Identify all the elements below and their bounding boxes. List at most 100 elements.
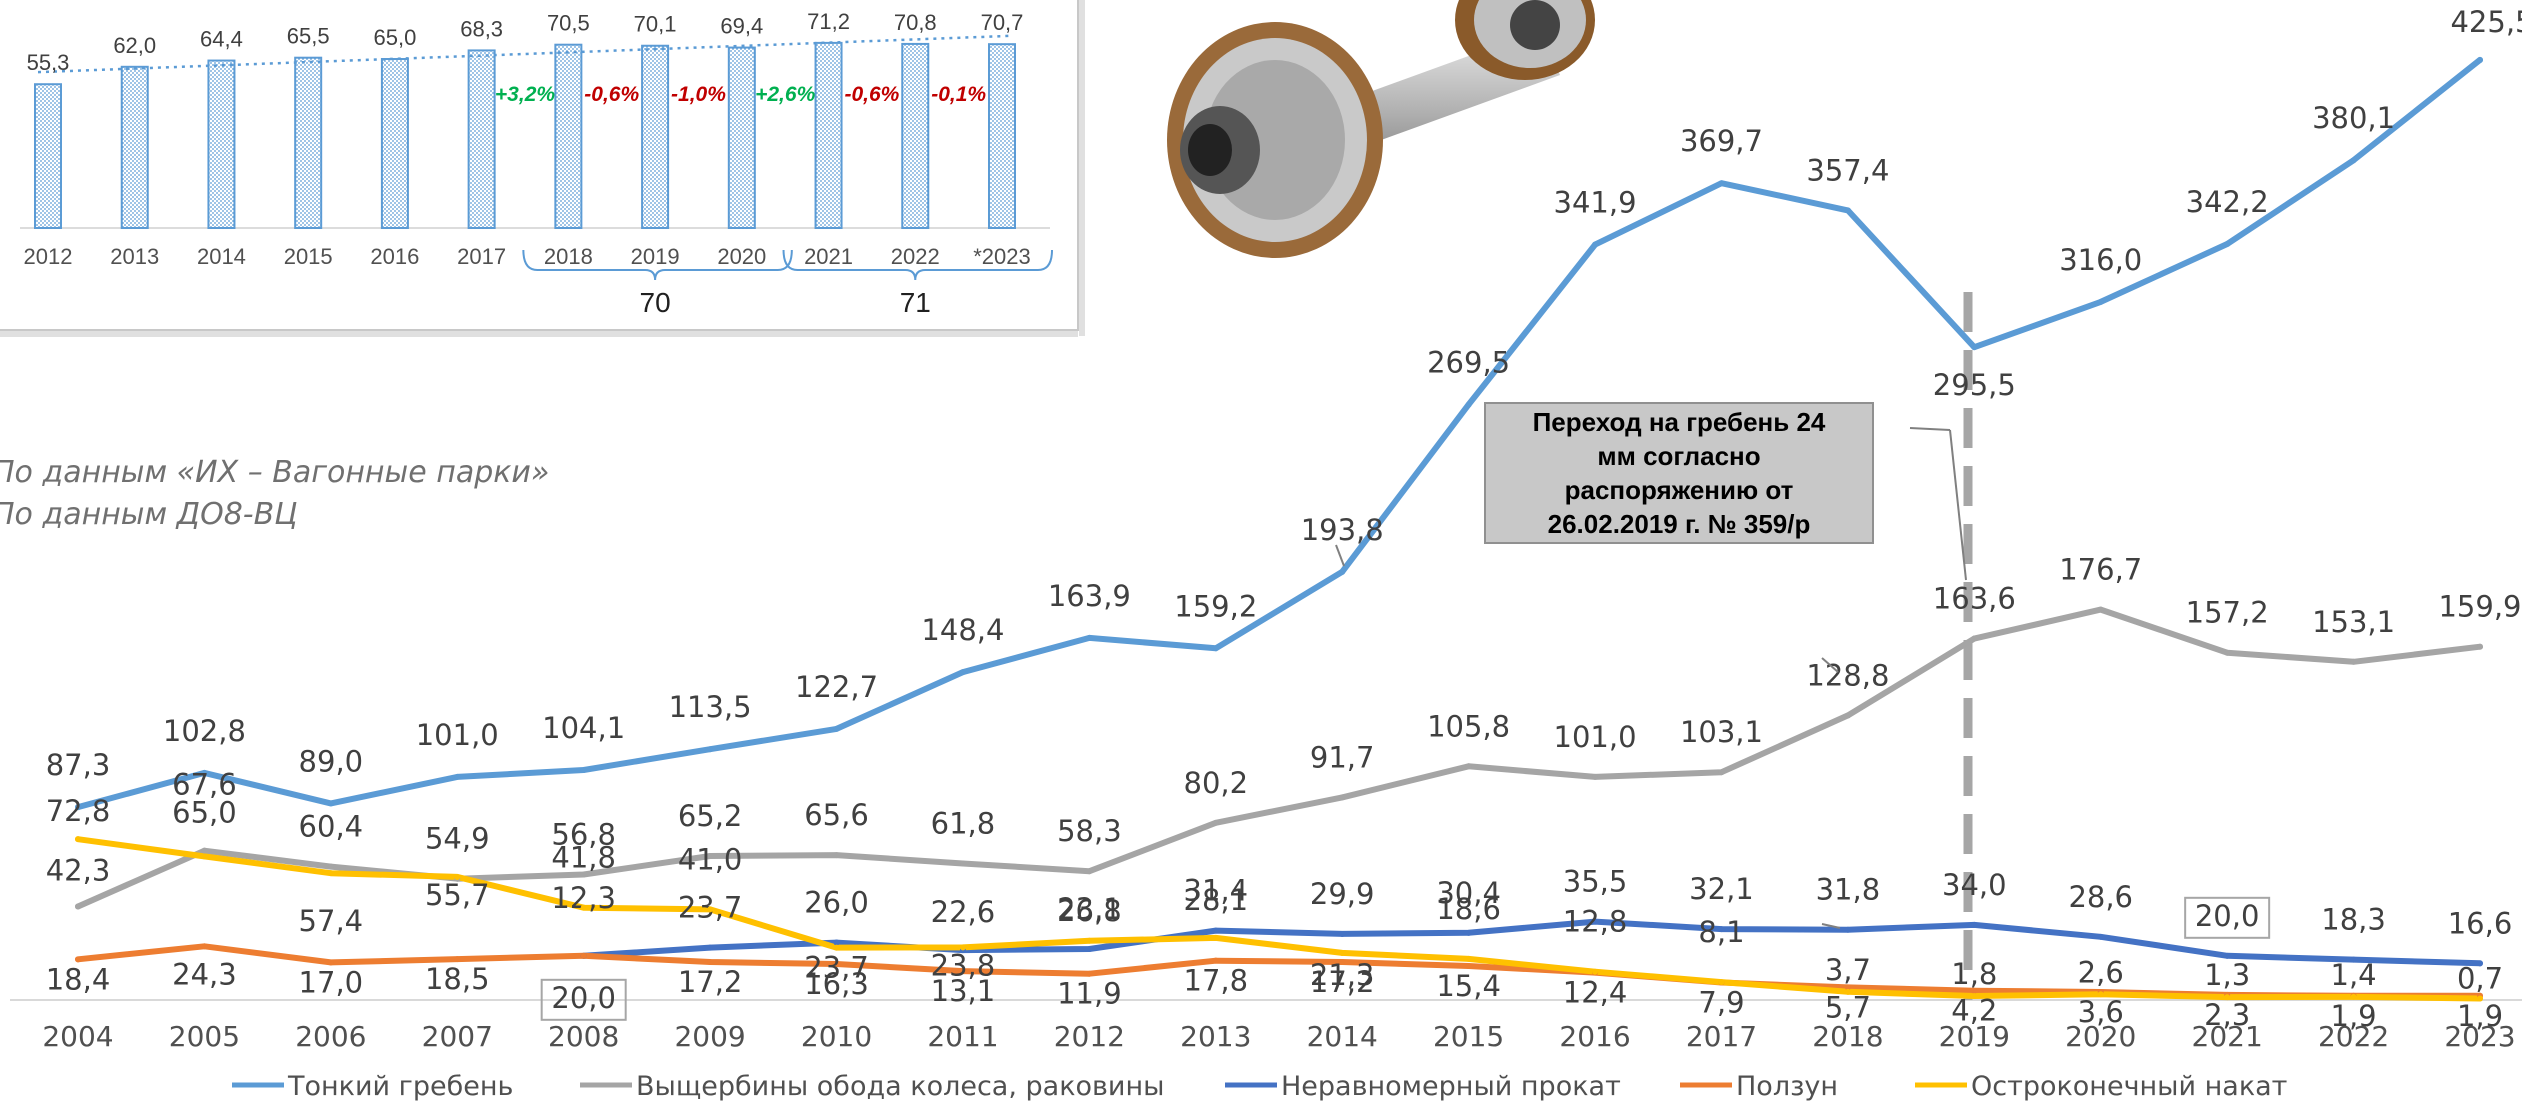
data-point-2-10	[1339, 930, 1346, 937]
data-point-4-15	[1971, 993, 1978, 1000]
x-tick-label: 2004	[42, 1020, 113, 1053]
data-label-2-9: 31,4	[1184, 874, 1249, 908]
data-point-0-9	[1212, 645, 1219, 652]
data-point-1-8	[1086, 868, 1093, 875]
source-note-1: По данным «ИХ – Вагонные парки»	[0, 455, 549, 490]
data-point-3-4	[580, 952, 587, 959]
data-label-4-1: 65,0	[172, 795, 237, 829]
data-point-0-12	[1592, 241, 1599, 248]
inset-bar	[294, 56, 323, 230]
data-label-3-2: 17,0	[299, 965, 364, 999]
data-label-4-17: 1,3	[2204, 958, 2250, 992]
data-label-3-18: 1,9	[2331, 999, 2377, 1033]
data-label-0-13: 369,7	[1680, 124, 1763, 158]
data-point-1-14	[1844, 712, 1851, 719]
data-label-2-17: 20,0	[2195, 899, 2260, 933]
data-point-4-7	[959, 944, 966, 951]
main-chart: 87,3 102,8 89,0 101,0 104,1 113,5 122,7 148,4 16…	[10, 5, 2522, 1053]
data-label-4-13: 8,1	[1698, 915, 1744, 949]
data-label-0-17: 342,2	[2186, 185, 2269, 219]
data-label-1-19: 159,9	[2438, 590, 2521, 624]
transition-annotation: Переход на гребень 24 мм согласно распор…	[1484, 402, 1874, 544]
inset-x-tick-label: 2020	[717, 244, 766, 269]
inset-bar-label: 62,0	[113, 33, 156, 58]
data-label-0-1: 102,8	[163, 714, 246, 748]
data-label-1-2: 60,4	[299, 810, 364, 844]
data-label-1-13: 103,1	[1680, 715, 1763, 749]
data-label-4-2: 57,4	[299, 904, 364, 938]
data-point-0-3	[454, 773, 461, 780]
data-point-0-10	[1339, 568, 1346, 575]
x-tick-label: 2019	[1939, 1020, 2010, 1053]
data-label-4-16: 2,6	[2078, 955, 2124, 989]
data-label-3-7: 13,1	[931, 974, 996, 1008]
inset-bar	[814, 41, 843, 229]
annotation-line-1: Переход на гребень 24	[1533, 407, 1826, 437]
data-point-1-4	[580, 871, 587, 878]
data-label-2-10: 29,9	[1310, 877, 1375, 911]
data-label-4-14: 3,7	[1825, 953, 1871, 987]
data-label-3-17: 2,3	[2204, 998, 2250, 1032]
data-label-1-4: 56,8	[551, 818, 616, 852]
data-point-1-18	[2350, 658, 2357, 665]
data-label-4-6: 23,7	[804, 951, 869, 985]
data-label-1-6: 65,6	[804, 798, 869, 832]
data-point-1-2	[327, 863, 334, 870]
data-label-4-15: 1,8	[1951, 957, 1997, 991]
data-label-0-2: 89,0	[299, 744, 364, 778]
data-point-3-11	[1465, 962, 1472, 969]
data-point-1-16	[2097, 606, 2104, 613]
series-line-4	[75, 836, 2483, 1002]
data-point-4-8	[1086, 937, 1093, 944]
data-label-0-10: 193,8	[1301, 513, 1384, 547]
data-point-0-15	[1971, 344, 1978, 351]
data-point-3-7	[959, 968, 966, 975]
inset-x-tick-label: 2019	[631, 244, 680, 269]
data-label-4-0: 72,8	[46, 794, 111, 828]
inset-x-tick-label: 2021	[804, 244, 853, 269]
x-tick-label: 2022	[2318, 1020, 2389, 1053]
data-point-0-0	[75, 804, 81, 811]
data-point-4-18	[2350, 993, 2357, 1000]
inset-chart-panel: 55,3 62,0 64,4 65,5 65,0 68,3 70,5 70,1 69,4 71,2…	[0, 0, 1085, 337]
data-point-2-12	[1592, 918, 1599, 925]
data-label-3-8: 11,9	[1057, 977, 1122, 1011]
data-point-2-5	[707, 944, 714, 951]
data-point-0-7	[959, 669, 966, 676]
data-point-0-11	[1465, 401, 1472, 408]
legend-label-4: Остроконечный накат	[1971, 1071, 2287, 1102]
data-point-2-19	[2477, 960, 2483, 967]
data-label-4-8: 26,8	[1057, 894, 1122, 928]
data-point-4-3	[454, 873, 461, 880]
data-label-2-16: 28,6	[2068, 880, 2133, 914]
inset-bar	[380, 58, 409, 229]
x-tick-label: 2005	[169, 1020, 240, 1053]
data-label-2-13: 32,1	[1689, 872, 1754, 906]
data-label-0-6: 122,7	[795, 670, 878, 704]
inset-group-label: 70	[640, 287, 671, 318]
data-label-3-6: 16,3	[804, 967, 869, 1001]
data-point-4-0	[75, 836, 81, 843]
series-line-1	[75, 606, 2483, 910]
data-point-0-2	[327, 800, 334, 807]
source-note-2: По данным ДО8-ВЦ	[0, 497, 298, 532]
data-label-4-3: 55,7	[425, 878, 490, 912]
data-label-1-5: 65,2	[678, 799, 743, 833]
inset-bar	[727, 46, 756, 230]
inset-x-tick-label: 2014	[197, 244, 246, 269]
data-point-3-15	[1971, 987, 1978, 994]
inset-x-tick-label: 2013	[110, 244, 159, 269]
data-label-1-7: 61,8	[931, 806, 996, 840]
annotation-line-2: мм согласно	[1597, 441, 1760, 471]
data-label-0-4: 104,1	[542, 711, 625, 745]
data-label-2-12: 35,5	[1563, 865, 1628, 899]
data-label-3-19: 1,9	[2457, 999, 2503, 1033]
data-label-1-17: 157,2	[2186, 596, 2269, 630]
data-label-4-18: 1,4	[2331, 958, 2377, 992]
data-point-0-13	[1718, 180, 1725, 187]
data-point-4-19	[2477, 995, 2483, 1002]
x-tick-label: 2017	[1686, 1020, 1757, 1053]
inset-bar-label: 68,3	[460, 16, 503, 41]
data-point-1-19	[2477, 643, 2483, 650]
inset-bar-label: 71,2	[807, 9, 850, 34]
